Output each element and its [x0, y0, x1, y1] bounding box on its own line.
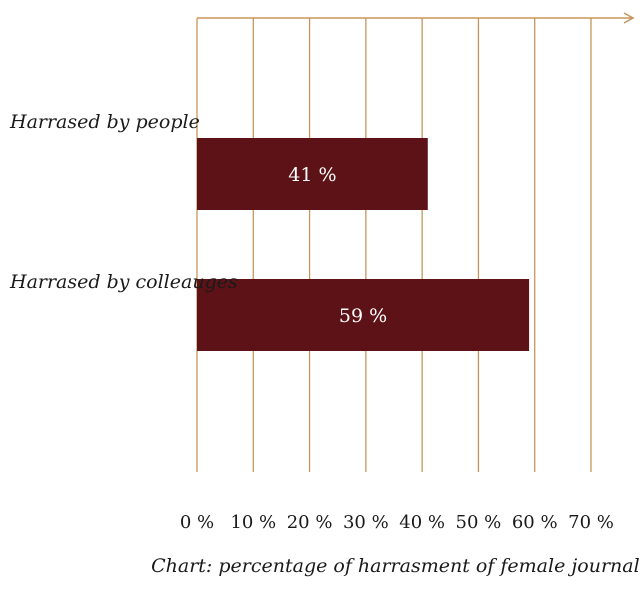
- category-labels: Harrased by people Harrased by colleauges: [9, 111, 238, 293]
- tick-labels: 0 % 10 % 20 % 30 % 40 % 50 % 60 % 70 %: [180, 512, 614, 533]
- bar-2: [197, 279, 530, 351]
- chart-caption: Chart: percentage of harrasment of femal…: [151, 555, 640, 577]
- category-label-2: Harrased by colleauges: [9, 271, 238, 293]
- category-label-1: Harrased by people: [9, 111, 200, 133]
- tick-label-50: 50 %: [456, 512, 502, 533]
- x-axis-arrowhead: [623, 12, 635, 24]
- bar-1-value-label: 41 %: [288, 164, 336, 186]
- tick-label-0: 0 %: [180, 512, 214, 533]
- tick-label-60: 60 %: [512, 512, 558, 533]
- bar-1: [197, 138, 428, 210]
- tick-label-40: 40 %: [399, 512, 445, 533]
- gridlines: [196, 18, 592, 472]
- tick-label-70: 70 %: [568, 512, 614, 533]
- bars: 41 % 59 %: [197, 138, 530, 351]
- tick-label-20: 20 %: [287, 512, 333, 533]
- tick-label-10: 10 %: [230, 512, 276, 533]
- bar-2-value-label: 59 %: [339, 305, 387, 327]
- x-axis: [197, 12, 635, 24]
- tick-label-30: 30 %: [343, 512, 389, 533]
